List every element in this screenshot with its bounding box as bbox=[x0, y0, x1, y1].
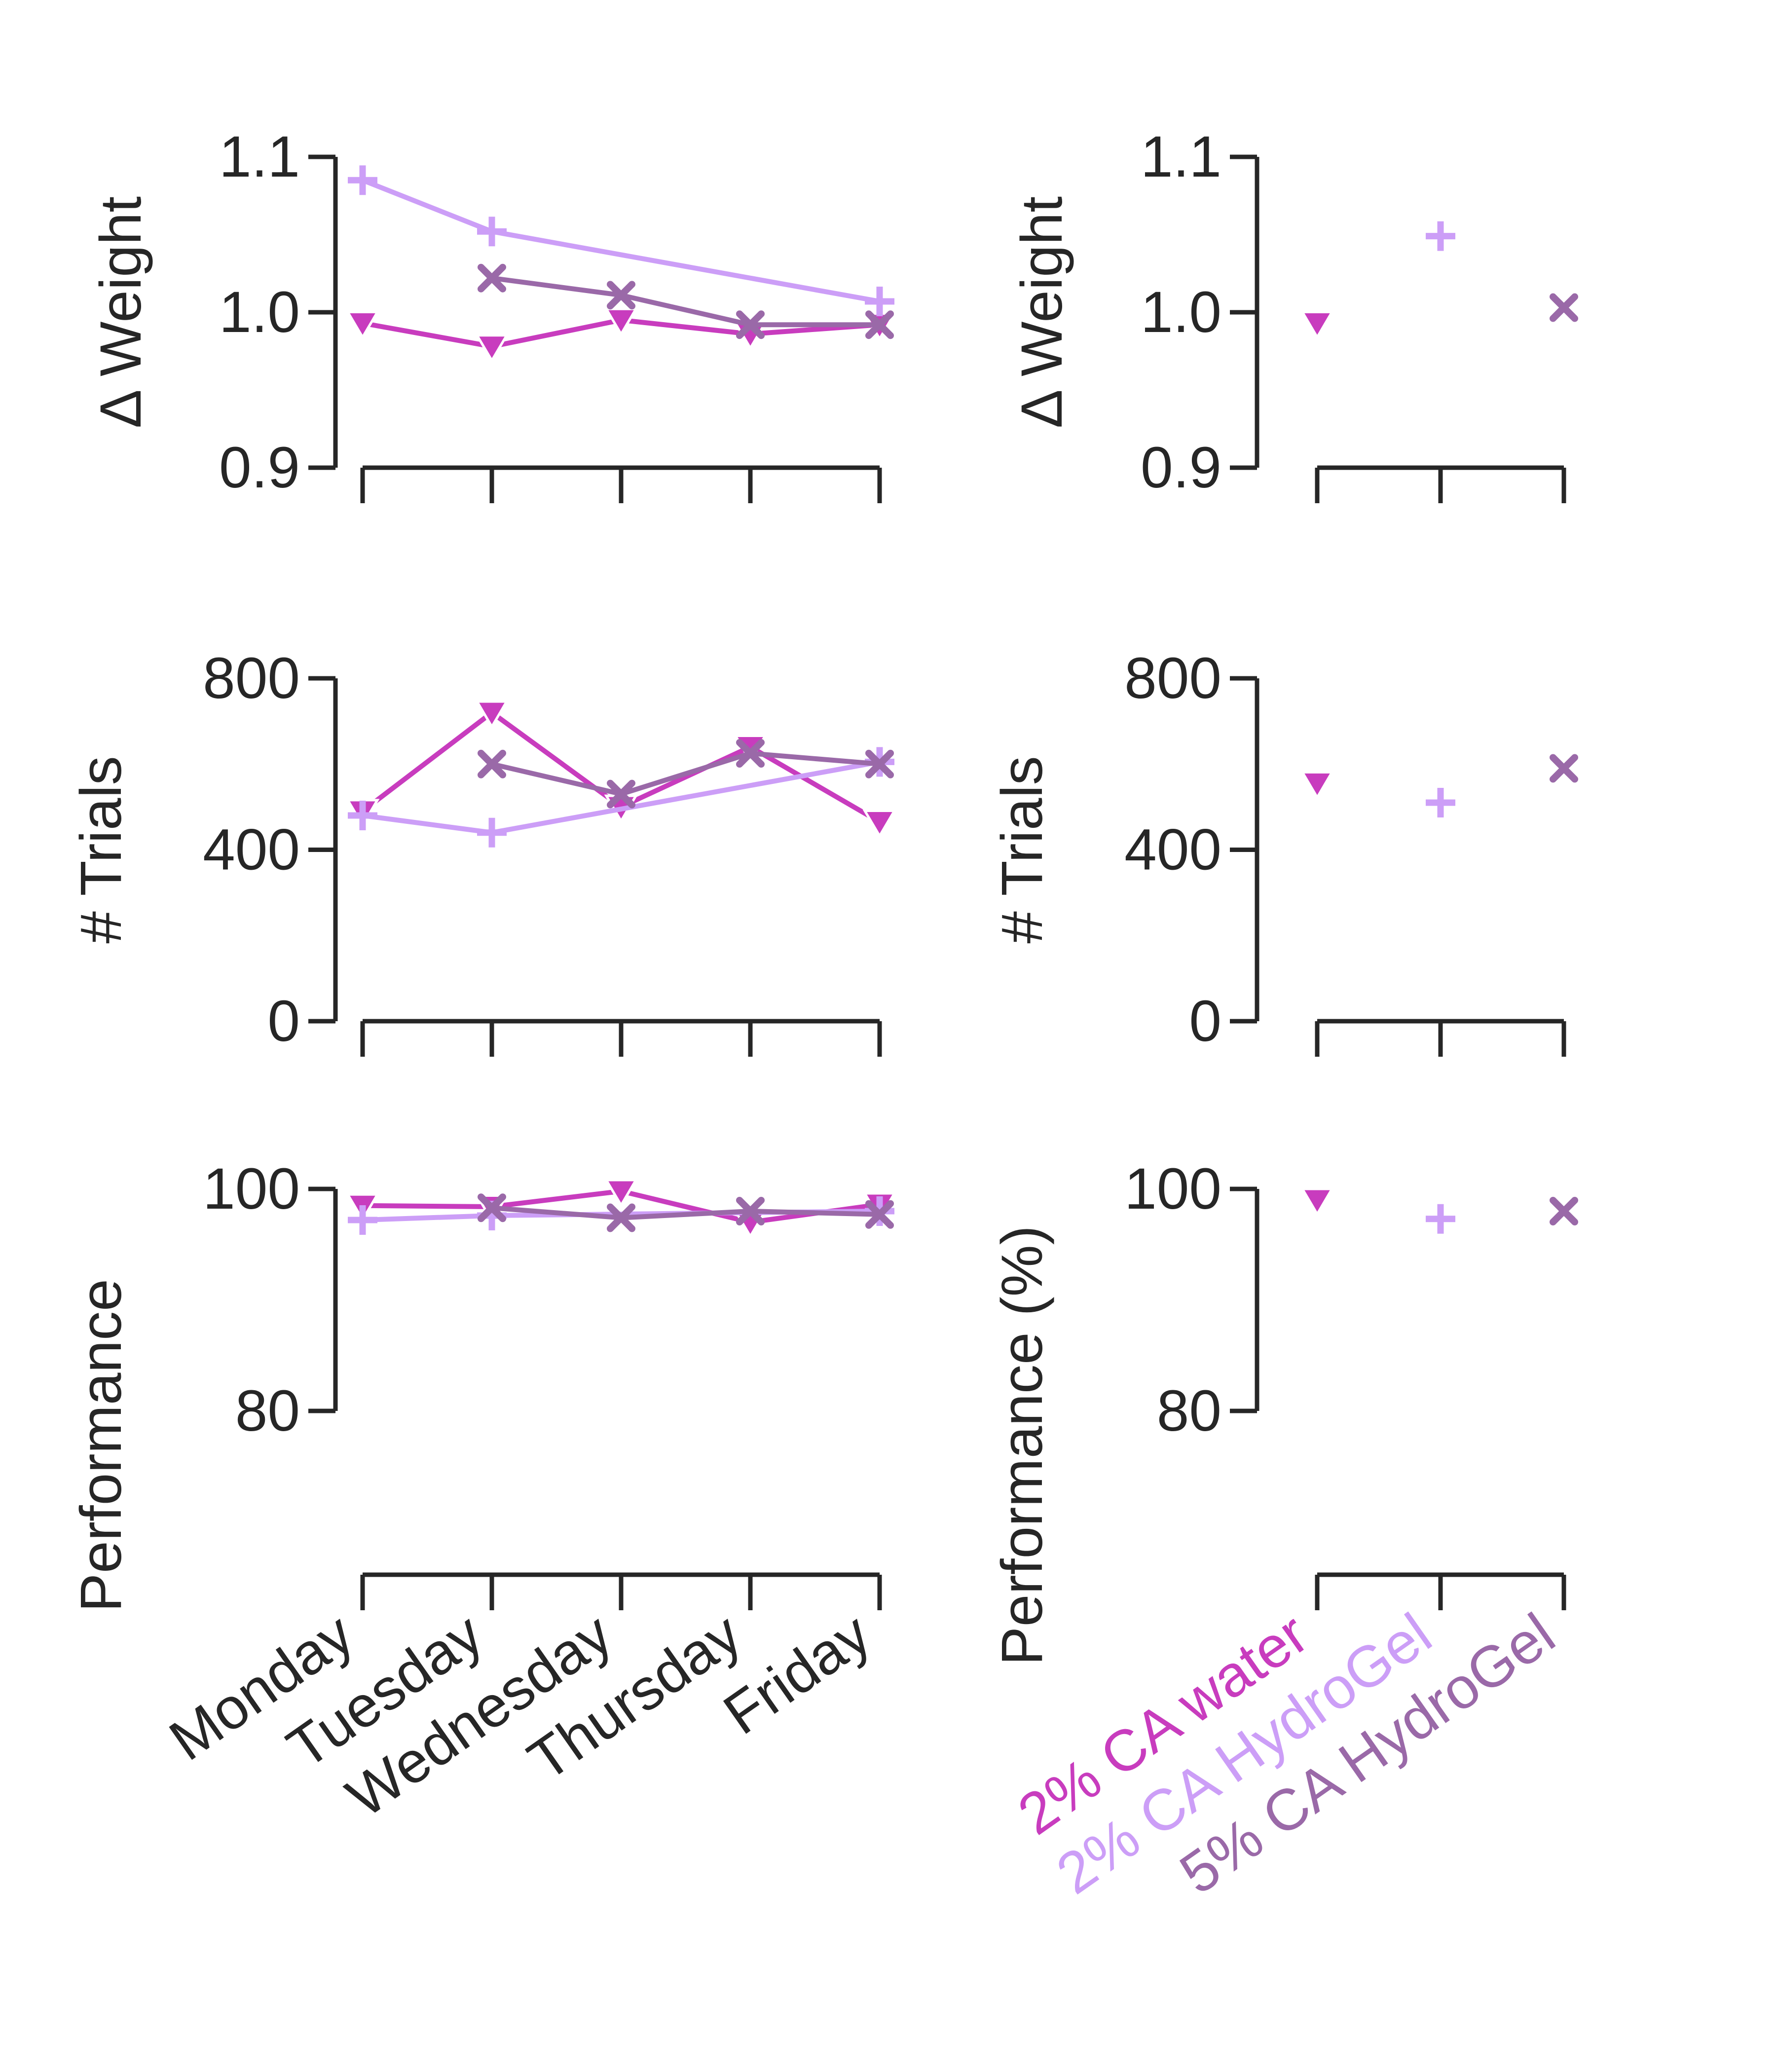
y-axis-label: Δ Weight bbox=[1009, 196, 1074, 428]
data-point bbox=[348, 165, 377, 195]
data-point bbox=[348, 801, 377, 830]
data-point bbox=[477, 217, 507, 247]
y-tick-label: 800 bbox=[203, 646, 300, 711]
chart-panel-trials-by-group: 0 400 800 # Trials bbox=[990, 646, 1578, 1057]
y-tick-label: 0 bbox=[267, 989, 300, 1054]
y-axis-label: Δ Weight bbox=[88, 196, 153, 428]
y-tick-label: 100 bbox=[203, 1156, 300, 1221]
series-line bbox=[491, 275, 880, 328]
data-point bbox=[736, 739, 765, 768]
data-point bbox=[862, 810, 897, 839]
y-tick-label: 400 bbox=[1124, 817, 1221, 883]
data-point bbox=[607, 281, 635, 310]
data-point bbox=[478, 1193, 506, 1222]
data-point bbox=[865, 749, 894, 778]
data-point bbox=[478, 749, 506, 778]
data-point bbox=[345, 311, 380, 340]
data-point bbox=[604, 307, 638, 337]
y-axis-label: Performance (%) bbox=[990, 1225, 1055, 1665]
y-tick-label: 0.9 bbox=[219, 435, 300, 500]
data-point bbox=[1550, 754, 1578, 783]
y-axis-label: # Trials bbox=[69, 756, 134, 943]
data-point bbox=[1550, 293, 1578, 322]
y-tick-label: 100 bbox=[1124, 1156, 1221, 1221]
data-point bbox=[348, 1205, 377, 1235]
y-tick-label: 1.1 bbox=[1141, 124, 1221, 189]
data-point bbox=[1426, 1204, 1455, 1234]
y-tick-label: 0.9 bbox=[1141, 435, 1221, 500]
data-point bbox=[1300, 771, 1334, 800]
data-point bbox=[607, 1203, 635, 1232]
data-point bbox=[865, 310, 894, 339]
data-point bbox=[478, 263, 506, 293]
y-tick-label: 800 bbox=[1124, 646, 1221, 711]
series-line bbox=[491, 1205, 880, 1221]
y-tick-label: 1.0 bbox=[1141, 280, 1221, 345]
data-point bbox=[736, 1197, 765, 1225]
data-point bbox=[604, 1179, 638, 1208]
y-tick-label: 0 bbox=[1189, 989, 1221, 1054]
data-point bbox=[607, 779, 635, 809]
y-tick-label: 80 bbox=[235, 1378, 300, 1443]
chart-panel-trials-by-day: 0 400 800 # Trials bbox=[69, 646, 897, 1057]
data-point bbox=[1300, 311, 1334, 340]
y-axis-label: # Trials bbox=[990, 756, 1055, 943]
data-point bbox=[865, 286, 894, 316]
data-point bbox=[1426, 221, 1455, 251]
data-point bbox=[1550, 1197, 1578, 1225]
data-point bbox=[1426, 787, 1455, 817]
data-point bbox=[475, 700, 509, 729]
y-tick-label: 1.1 bbox=[219, 124, 300, 189]
data-point bbox=[865, 1200, 894, 1229]
x-tick-label: Friday bbox=[712, 1601, 882, 1747]
y-axis-label: Performance bbox=[69, 1279, 134, 1612]
chart-panel-performance-by-day: 80100PerformanceMondayTuesdayWednesdayTh… bbox=[69, 1156, 897, 1830]
data-point bbox=[1300, 1187, 1334, 1217]
series-line bbox=[362, 178, 880, 304]
chart-panel-weight-by-day: 0.9 1.0 1.1 Δ Weight bbox=[88, 124, 897, 503]
data-point bbox=[477, 817, 507, 848]
chart-panel-weight-by-group: 0.9 1.0 1.1 Δ Weight bbox=[1009, 124, 1578, 503]
data-point bbox=[475, 334, 509, 363]
y-tick-label: 1.0 bbox=[219, 280, 300, 345]
data-point bbox=[736, 310, 765, 339]
series-line bbox=[491, 751, 880, 797]
y-tick-label: 400 bbox=[203, 817, 300, 883]
y-tick-label: 80 bbox=[1157, 1378, 1221, 1443]
